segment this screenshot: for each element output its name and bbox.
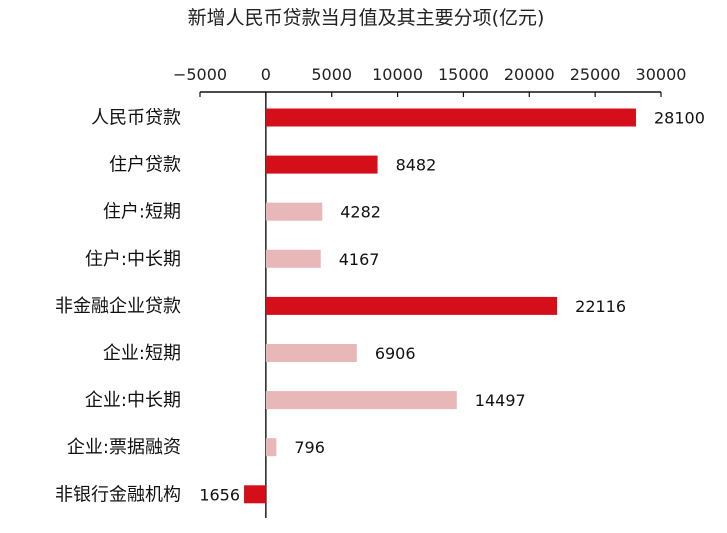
x-tick-label: 0 [261, 65, 271, 84]
category-label: 非银行金融机构 [55, 484, 181, 505]
category-labels: 人民币贷款住户贷款住户:短期住户:中长期非金融企业贷款企业:短期企业:中长期企业… [55, 108, 181, 506]
data-label: 796 [294, 438, 325, 457]
bar [265, 296, 558, 315]
x-tick-label: 30000 [636, 65, 687, 84]
category-label: 非金融企业贷款 [55, 296, 181, 317]
data-label: 28100 [654, 109, 705, 128]
data-label: 1656 [199, 485, 240, 504]
data-label: 22116 [575, 297, 626, 316]
bar [244, 485, 266, 504]
bar [265, 249, 321, 268]
x-tick-label: 5000 [311, 65, 352, 84]
x-tick-label: 20000 [504, 65, 555, 84]
data-labels: 28100 8482 4282 4167 22116 6906 14497 796 1656 [199, 109, 705, 505]
x-tick-label: 10000 [372, 65, 423, 84]
x-tick-label: −5000 [173, 65, 227, 84]
bar [265, 108, 636, 127]
chart-title: 新增人民币贷款当月值及其主要分项(亿元) [188, 7, 545, 29]
x-axis: −5000 0 5000 10000 15000 20000 25000 30000 [173, 65, 687, 518]
x-tick-label: 25000 [570, 65, 621, 84]
data-label: 4167 [339, 250, 380, 269]
data-label: 14497 [475, 391, 526, 410]
category-label: 企业:短期 [103, 343, 181, 364]
bars [244, 108, 636, 504]
category-label: 企业:票据融资 [67, 437, 181, 458]
data-label: 6906 [375, 344, 416, 363]
category-label: 企业:中长期 [85, 390, 181, 411]
bar [265, 344, 357, 362]
bar [265, 438, 277, 457]
category-label: 住户:中长期 [85, 249, 181, 270]
bar [265, 155, 378, 174]
data-label: 8482 [396, 156, 437, 175]
bar [265, 202, 323, 221]
x-tick-label: 15000 [438, 65, 489, 84]
category-label: 人民币贷款 [91, 108, 181, 129]
data-label: 4282 [340, 203, 381, 222]
category-label: 住户贷款 [109, 155, 181, 176]
bar [265, 391, 457, 410]
category-label: 住户:短期 [103, 202, 181, 223]
